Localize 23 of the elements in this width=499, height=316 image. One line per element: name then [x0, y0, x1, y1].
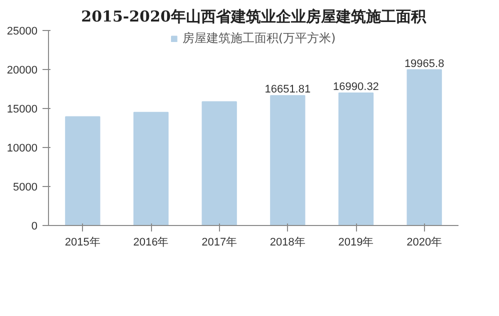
bar	[133, 112, 169, 226]
bar	[338, 92, 374, 226]
y-tick-label: 10000	[6, 142, 38, 154]
data-label: 16990.32	[333, 80, 379, 93]
chart-title: 2015-2020年山西省建筑业企业房屋建筑施工面积	[81, 8, 427, 26]
x-tick-label: 2018年	[270, 236, 306, 248]
x-tick-label: 2017年	[202, 236, 238, 248]
y-tick-label: 15000	[6, 104, 38, 116]
y-tick-label: 5000	[13, 182, 38, 194]
x-tick-label: 2020年	[406, 236, 442, 248]
x-tick-label: 2019年	[338, 236, 374, 248]
x-tick-label: 2015年	[64, 236, 100, 248]
bar	[406, 69, 442, 226]
x-tick-label: 2016年	[133, 236, 169, 248]
bar	[65, 116, 100, 226]
y-tick-label: 25000	[6, 26, 38, 38]
data-label: 19965.8	[404, 58, 444, 70]
y-tick-label: 0	[31, 220, 38, 232]
bar	[270, 95, 306, 226]
y-tick-label: 20000	[6, 64, 38, 76]
data-label: 16651.81	[264, 84, 311, 96]
legend-label: 房屋建筑施工面积(万平方米)	[182, 30, 336, 47]
bar	[202, 101, 237, 226]
